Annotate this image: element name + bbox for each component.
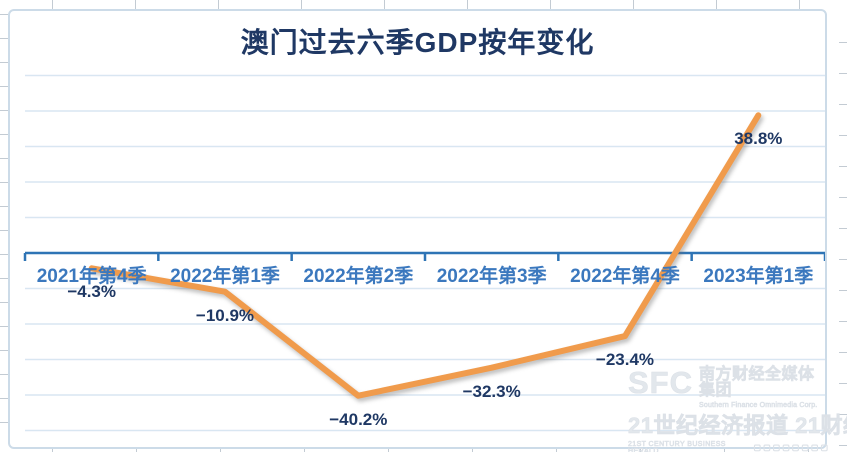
line-chart-canvas: [23, 74, 825, 432]
data-label: −10.9%: [195, 305, 255, 325]
watermark-brand-en: 21ST CENTURY BUSINESS HERALD: [628, 441, 726, 452]
sheet-gridlines-left: [0, 0, 8, 452]
data-label: −4.3%: [67, 282, 116, 302]
watermark: SFC 南方财经全媒体集团 Southern Finance Omnimedia…: [628, 365, 847, 452]
data-label: −32.3%: [462, 381, 521, 401]
x-axis-label: 2023年第1季: [703, 266, 814, 287]
x-axis-label: 2021年第4季: [36, 266, 147, 287]
sfc-logo: SFC: [628, 365, 693, 400]
watermark-company-en: Southern Finance Omnimedia Corp.: [699, 402, 818, 410]
chart-area[interactable]: 澳门过去六季GDP按年变化 2021年第4季 2022年第1季 2022年第2季…: [8, 9, 847, 452]
data-label: −23.4%: [595, 350, 655, 370]
x-axis-label: 2022年第4季: [570, 266, 680, 287]
sheet-gridlines-right: [839, 0, 847, 452]
sheet-gridlines-top: [0, 0, 847, 9]
data-label: 38.8%: [734, 129, 783, 149]
data-label: −40.2%: [329, 409, 388, 429]
x-axis-label: 2022年第1季: [170, 266, 280, 287]
watermark-dots-icon: ▢▢▢▢▢▢▢▢: [753, 443, 830, 452]
x-axis-label: 2022年第3季: [436, 266, 547, 287]
chart-title: 澳门过去六季GDP按年变化: [240, 27, 595, 58]
watermark-company-cn: 南方财经全媒体集团: [699, 366, 815, 399]
watermark-brand-cn: 21世纪经济报道 21财经: [628, 413, 847, 438]
x-axis-label: 2022年第2季: [303, 266, 414, 287]
